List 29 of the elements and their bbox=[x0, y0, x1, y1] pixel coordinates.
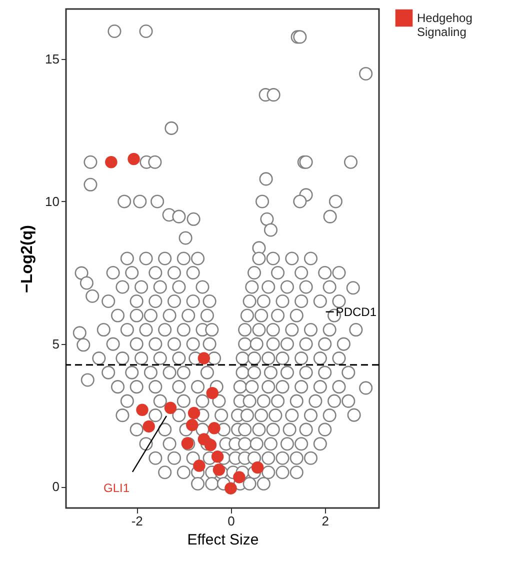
point bbox=[198, 352, 210, 364]
point bbox=[208, 422, 220, 434]
y-tick-label: 10 bbox=[45, 194, 60, 209]
point bbox=[233, 471, 246, 484]
point bbox=[188, 406, 200, 420]
point bbox=[204, 438, 217, 452]
point bbox=[211, 450, 224, 463]
point bbox=[206, 386, 219, 400]
point bbox=[212, 464, 226, 476]
y-tick-label: 15 bbox=[45, 51, 60, 66]
annotation: GLI1 bbox=[103, 480, 130, 495]
point bbox=[164, 402, 177, 414]
x-tick-label: -2 bbox=[131, 514, 143, 528]
y-tick-label: 5 bbox=[52, 336, 60, 352]
point bbox=[142, 420, 155, 433]
y-axis-title: −Log2(q) bbox=[19, 225, 36, 293]
point bbox=[193, 460, 206, 472]
point bbox=[186, 418, 198, 432]
x-axis-title: Effect Size bbox=[187, 532, 259, 548]
point bbox=[251, 461, 264, 474]
point bbox=[136, 404, 148, 416]
legend-label: Hedgehog Signaling bbox=[417, 11, 472, 39]
y-tick-label: 0 bbox=[52, 479, 60, 494]
point bbox=[128, 152, 140, 166]
point bbox=[224, 482, 237, 494]
annotation: PDCD1 bbox=[336, 304, 377, 319]
x-tick-label: 2 bbox=[322, 514, 329, 528]
x-tick-label: 0 bbox=[228, 514, 235, 528]
point bbox=[105, 156, 118, 168]
